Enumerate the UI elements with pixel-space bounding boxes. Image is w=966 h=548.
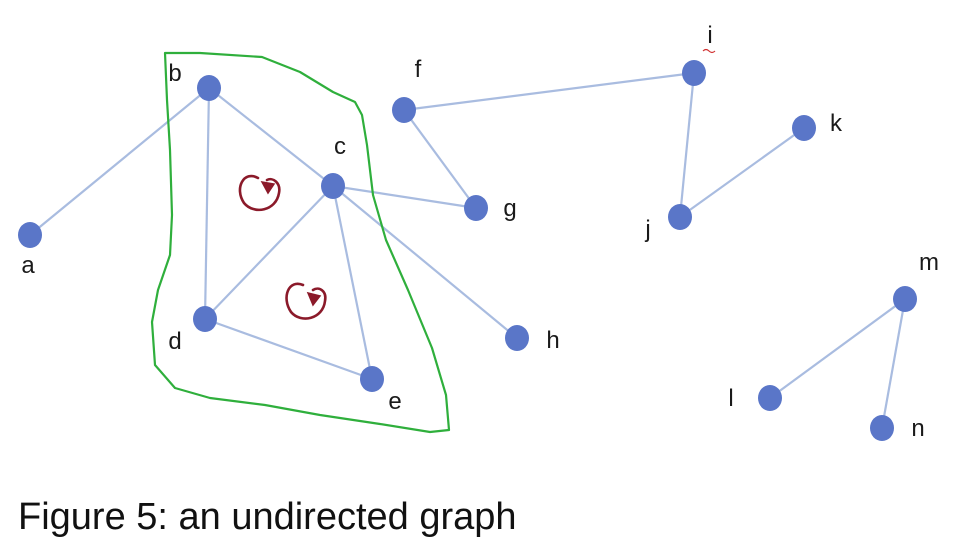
edge-b-d [203,87,211,320]
node-e [360,366,384,392]
edge-c-h [332,185,518,339]
edge-i-j [678,72,696,218]
nodes-layer [18,60,917,441]
node-label-a: a [21,252,35,279]
edges-layer [29,71,907,429]
node-label-g: g [503,195,516,222]
labels-layer: a b c d e f g h i j k l m n [21,22,939,442]
edge-c-d [204,185,334,320]
cycle-arrow-mark-1 [238,174,281,212]
cycle-arrow-mark-2 [285,282,327,320]
node-label-h: h [546,327,559,354]
node-g [464,195,488,221]
node-n [870,415,894,441]
node-f [392,97,416,123]
node-c [321,173,345,199]
edge-m-l [769,298,906,399]
cycle-marks [238,174,327,320]
highlighted-region-outline [150,51,451,434]
node-b [197,75,221,101]
node-label-b: b [168,60,181,87]
node-label-i: i [707,22,712,49]
edge-j-k [679,127,805,218]
node-label-d: d [168,328,181,355]
node-label-c: c [334,133,346,160]
edge-d-e [204,317,373,381]
node-h [505,325,529,351]
figure-caption: Figure 5: an undirected graph [18,496,517,538]
edge-f-i [403,71,695,112]
node-label-m: m [919,249,939,276]
node-d [193,306,217,332]
node-a [18,222,42,248]
node-label-f: f [415,56,422,83]
node-label-j: j [644,216,650,243]
node-m [893,286,917,312]
spellcheck-squiggle [702,48,716,54]
edge-f-g [403,109,477,209]
node-label-n: n [911,415,924,442]
node-k [792,115,816,141]
node-j [668,204,692,230]
node-label-l: l [728,385,733,412]
node-label-k: k [830,110,843,137]
edge-m-n [880,298,907,429]
node-label-e: e [388,388,401,415]
edge-c-g [332,184,477,210]
edge-b-c [208,87,334,187]
edge-c-e [331,185,374,380]
node-i [682,60,706,86]
node-l [758,385,782,411]
edge-a-b [29,87,210,236]
